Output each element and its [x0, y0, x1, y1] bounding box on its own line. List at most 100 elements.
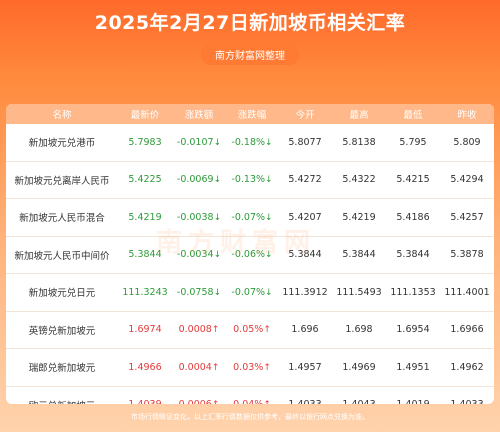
- change-percent: 0.04%↑: [226, 386, 278, 404]
- change-percent: -0.07%↓: [226, 198, 278, 237]
- column-header: 最新价: [118, 104, 172, 124]
- high-value: 5.4219: [332, 198, 386, 237]
- arrow-down-icon: ↓: [265, 137, 273, 148]
- column-header: 最高: [332, 104, 386, 124]
- latest-price: 1.6974: [118, 311, 172, 349]
- change-value: -0.0038↓: [172, 198, 226, 237]
- pair-name: 新加坡元兑日元: [6, 273, 118, 312]
- change-percent: -0.18%↓: [226, 124, 278, 162]
- column-header: 昨收: [440, 104, 494, 124]
- change-percent: 0.03%↑: [226, 348, 278, 387]
- table-row: 英镑兑新加坡元 1.6974 0.0008↑ 0.05%↑ 1.696 1.698 1.69…: [6, 311, 494, 349]
- column-header: 涨跌额: [172, 104, 226, 124]
- column-header: 最低: [386, 104, 440, 124]
- arrow-down-icon: ↓: [265, 175, 273, 186]
- latest-price: 1.4966: [118, 348, 172, 387]
- arrow-up-icon: ↑: [263, 325, 271, 336]
- low-value: 1.4019: [386, 386, 440, 404]
- pair-name: 新加坡元人民币混合: [6, 198, 118, 237]
- latest-price: 5.4225: [118, 161, 172, 199]
- prev-value: 5.4257: [440, 198, 494, 237]
- high-value: 111.5493: [332, 273, 386, 312]
- column-header: 涨跌幅: [226, 104, 278, 124]
- change-percent: -0.07%↓: [226, 273, 278, 312]
- low-value: 5.4186: [386, 198, 440, 237]
- table-row: 新加坡元人民币中间价 5.3844 -0.0034↓ -0.06%↓ 5.3844 5.3…: [6, 236, 494, 274]
- arrow-down-icon: ↓: [213, 137, 222, 148]
- high-value: 1.4043: [332, 386, 386, 404]
- arrow-down-icon: ↓: [265, 212, 273, 223]
- pair-name: 英镑兑新加坡元: [6, 311, 118, 349]
- change-percent: -0.13%↓: [226, 161, 278, 199]
- column-header: 今开: [278, 104, 332, 124]
- change-value: -0.0107↓: [172, 124, 226, 162]
- change-percent: -0.06%↓: [226, 236, 278, 274]
- rates-panel: 南方财富网 名称 最新价 涨跌额 涨跌幅 今开 最高 最低 昨收 新加坡元兑港币 5.7983-…: [6, 104, 494, 404]
- rates-table: 名称 最新价 涨跌额 涨跌幅 今开 最高 最低 昨收 新加坡元兑港币 5.7983 -0.0107…: [6, 104, 494, 404]
- prev-value: 111.4001: [440, 273, 494, 312]
- open-value: 1.4033: [278, 386, 332, 404]
- arrow-up-icon: ↑: [212, 400, 220, 404]
- prev-value: 5.3878: [440, 236, 494, 274]
- prev-value: 5.4294: [440, 161, 494, 199]
- pair-name: 欧元兑新加坡元: [6, 386, 118, 404]
- pair-name: 新加坡元兑港币: [6, 124, 118, 162]
- source-badge: 南方财富网整理: [201, 44, 299, 65]
- table-header: 名称 最新价 涨跌额 涨跌幅 今开 最高 最低 昨收: [6, 104, 494, 124]
- low-value: 5.3844: [386, 236, 440, 274]
- high-value: 1.698: [332, 311, 386, 349]
- change-value: 0.0008↑: [172, 311, 226, 349]
- latest-price: 5.4219: [118, 198, 172, 237]
- pair-name: 瑞郎兑新加坡元: [6, 348, 118, 387]
- high-value: 5.3844: [332, 236, 386, 274]
- prev-value: 1.6966: [440, 311, 494, 349]
- change-percent: 0.05%↑: [226, 311, 278, 349]
- open-value: 5.4272: [278, 161, 332, 199]
- table-row: 瑞郎兑新加坡元 1.4966 0.0004↑ 0.03%↑ 1.4957 1.4969 1.…: [6, 348, 494, 387]
- prev-value: 1.4033: [440, 386, 494, 404]
- arrow-down-icon: ↓: [213, 287, 222, 298]
- low-value: 5.795: [386, 124, 440, 162]
- pair-name: 新加坡元兑离岸人民币: [6, 161, 118, 199]
- arrow-up-icon: ↑: [263, 400, 271, 404]
- change-value: -0.0069↓: [172, 161, 226, 199]
- open-value: 111.3912: [278, 273, 332, 312]
- change-value: -0.0758↓: [172, 273, 226, 312]
- change-value: 0.0004↑: [172, 348, 226, 387]
- open-value: 5.4207: [278, 198, 332, 237]
- low-value: 5.4215: [386, 161, 440, 199]
- table-row: 新加坡元兑港币 5.7983 -0.0107↓ -0.18%↓ 5.8077 5.8138…: [6, 124, 494, 162]
- open-value: 5.3844: [278, 236, 332, 274]
- low-value: 1.6954: [386, 311, 440, 349]
- arrow-down-icon: ↓: [213, 175, 222, 186]
- high-value: 1.4969: [332, 348, 386, 387]
- low-value: 111.1353: [386, 273, 440, 312]
- change-value: 0.0006↑: [172, 386, 226, 404]
- latest-price: 5.7983: [118, 124, 172, 162]
- footer-note: 市场行情瞬息变化，以上汇率行情数据仅供参考，最终以银行网点兑换为准。: [131, 413, 369, 421]
- open-value: 1.4957: [278, 348, 332, 387]
- open-value: 1.696: [278, 311, 332, 349]
- prev-value: 5.809: [440, 124, 494, 162]
- column-header: 名称: [6, 104, 118, 124]
- arrow-up-icon: ↑: [211, 362, 220, 373]
- latest-price: 5.3844: [118, 236, 172, 274]
- table-row: 新加坡元兑日元 111.3243 -0.0758↓ -0.07%↓ 111.3912 11…: [6, 273, 494, 312]
- open-value: 5.8077: [278, 124, 332, 162]
- page-title: 2025年2月27日新加坡币相关汇率: [94, 12, 406, 34]
- arrow-down-icon: ↓: [265, 250, 273, 261]
- prev-value: 1.4962: [440, 348, 494, 387]
- table-row: 新加坡元兑离岸人民币 5.4225 -0.0069↓ -0.13%↓ 5.4272 5.4…: [6, 161, 494, 199]
- arrow-up-icon: ↑: [211, 325, 220, 336]
- table-row: 新加坡元人民币混合 5.4219 -0.0038↓ -0.07%↓ 5.4207 5.42…: [6, 198, 494, 237]
- latest-price: 1.4039: [118, 386, 172, 404]
- arrow-down-icon: ↓: [213, 212, 222, 223]
- high-value: 5.4322: [332, 161, 386, 199]
- latest-price: 111.3243: [118, 273, 172, 312]
- change-value: -0.0034↓: [172, 236, 226, 274]
- table-row: 欧元兑新加坡元1.40390.0006↑0.04%↑1.40331.40431.…: [6, 386, 494, 404]
- arrow-up-icon: ↑: [263, 362, 271, 373]
- pair-name: 新加坡元人民币中间价: [6, 236, 118, 274]
- high-value: 5.8138: [332, 124, 386, 162]
- arrow-down-icon: ↓: [213, 250, 222, 261]
